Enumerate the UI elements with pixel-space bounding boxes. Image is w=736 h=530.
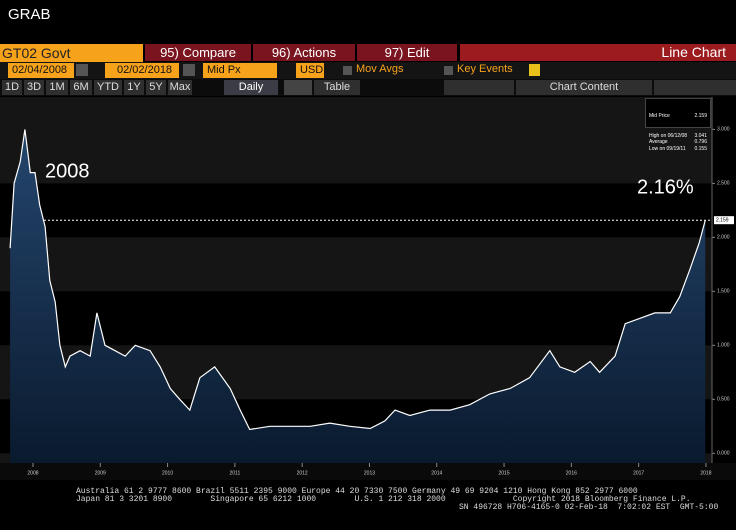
- period-button[interactable]: 1D: [2, 80, 22, 95]
- legend-value: 0.796: [694, 139, 707, 145]
- x-axis-band: [0, 463, 736, 480]
- legend-label: Low on 09/19/11: [649, 145, 686, 152]
- period-button[interactable]: YTD: [94, 80, 122, 95]
- x-tick-label: 2010: [162, 470, 173, 476]
- calendar-icon[interactable]: [76, 64, 88, 76]
- field-select[interactable]: Mid Px: [203, 63, 277, 78]
- checkbox[interactable]: [444, 66, 453, 75]
- checkbox[interactable]: [343, 66, 352, 75]
- frequency-select[interactable]: Daily: [224, 80, 278, 95]
- legend-value: 2.159: [694, 113, 707, 119]
- start-date[interactable]: 02/04/2008: [8, 63, 74, 78]
- calendar-icon[interactable]: [183, 64, 195, 76]
- x-tick-label: 2012: [297, 470, 308, 476]
- y-tick-label: 1.000: [717, 343, 730, 349]
- grid-band: [0, 183, 712, 238]
- y-tick-label: 2.500: [717, 181, 730, 187]
- x-tick-label: 2013: [364, 470, 375, 476]
- period-button[interactable]: 3D: [24, 80, 44, 95]
- info-icon[interactable]: [529, 64, 540, 76]
- footer-line: Japan 81 3 3201 8900 Singapore 65 6212 1…: [76, 495, 691, 504]
- area: [10, 129, 706, 463]
- x-tick-label: 2017: [633, 470, 644, 476]
- option-label: Mov Avgs: [356, 63, 404, 75]
- last-value-tag: [714, 216, 734, 225]
- period-button[interactable]: 6M: [70, 80, 92, 95]
- y-tick-label: 0.500: [717, 397, 730, 403]
- view-title: Line Chart: [460, 44, 736, 61]
- legend: Mid Price 2.159 High on 06/12/08 3.041 Aver…: [645, 98, 711, 152]
- table-button[interactable]: Table: [314, 80, 360, 95]
- x-tick-label: 2016: [566, 470, 577, 476]
- line: [9, 129, 706, 431]
- end-date[interactable]: 02/02/2018: [105, 63, 179, 78]
- y-tick-label: 2.000: [717, 235, 730, 241]
- window-title: GRAB: [8, 6, 51, 23]
- menu-button[interactable]: 97) Edit: [357, 44, 457, 61]
- menu-button[interactable]: 96) Actions: [253, 44, 355, 61]
- chart-icon[interactable]: [284, 80, 312, 95]
- annotation: 2.16%: [637, 176, 694, 198]
- legend-row: Average 0.796: [649, 139, 707, 146]
- x-tick-label: 2009: [95, 470, 106, 476]
- legend-row: Mid Price 2.159: [649, 113, 707, 120]
- annotation: 2008: [45, 160, 90, 182]
- y-tick-label: 0.000: [717, 451, 730, 457]
- footer-line: SN 496728 H706-4165-0 02-Feb-18 7:02:02 …: [459, 503, 719, 512]
- period-button[interactable]: Max: [168, 80, 192, 95]
- x-tick-label: 2014: [431, 470, 442, 476]
- y-tick-label: 1.500: [717, 289, 730, 295]
- last-value-label: 2.159: [716, 218, 729, 224]
- period-button[interactable]: 5Y: [146, 80, 166, 95]
- x-tick-label: 2018: [700, 470, 711, 476]
- collapse-button[interactable]: [444, 80, 514, 95]
- y-tick-label: 3.000: [717, 127, 730, 133]
- legend-label: High on 06/12/08: [649, 132, 688, 139]
- menu-button[interactable]: 95) Compare: [145, 44, 251, 61]
- legend-row: Low on 09/19/11 0.155: [649, 146, 707, 153]
- chart-content-button[interactable]: Chart Content: [516, 80, 652, 95]
- period-button[interactable]: 1M: [46, 80, 68, 95]
- security-field[interactable]: GT02 Govt: [0, 44, 143, 62]
- option-label: Key Events: [457, 63, 513, 75]
- x-tick-label: 2011: [229, 470, 240, 476]
- legend-label: Average: [649, 139, 668, 145]
- x-tick-label: 2015: [498, 470, 509, 476]
- footer-line: Australia 61 2 9777 8600 Brazil 5511 239…: [76, 487, 638, 496]
- currency-select[interactable]: USD: [296, 63, 324, 78]
- legend-value: 0.155: [694, 145, 707, 152]
- chart: 0.000 0.500 1.000 1.500 2.000 2.500 3.000 2.159…: [0, 97, 736, 480]
- period-button[interactable]: 1Y: [124, 80, 144, 95]
- legend-row: High on 06/12/08 3.041: [649, 133, 707, 140]
- x-tick-label: 2008: [27, 470, 38, 476]
- legend-value: 3.041: [694, 132, 707, 139]
- settings-button[interactable]: [654, 80, 736, 95]
- grid-band: [0, 291, 712, 346]
- legend-label: Mid Price: [649, 113, 670, 119]
